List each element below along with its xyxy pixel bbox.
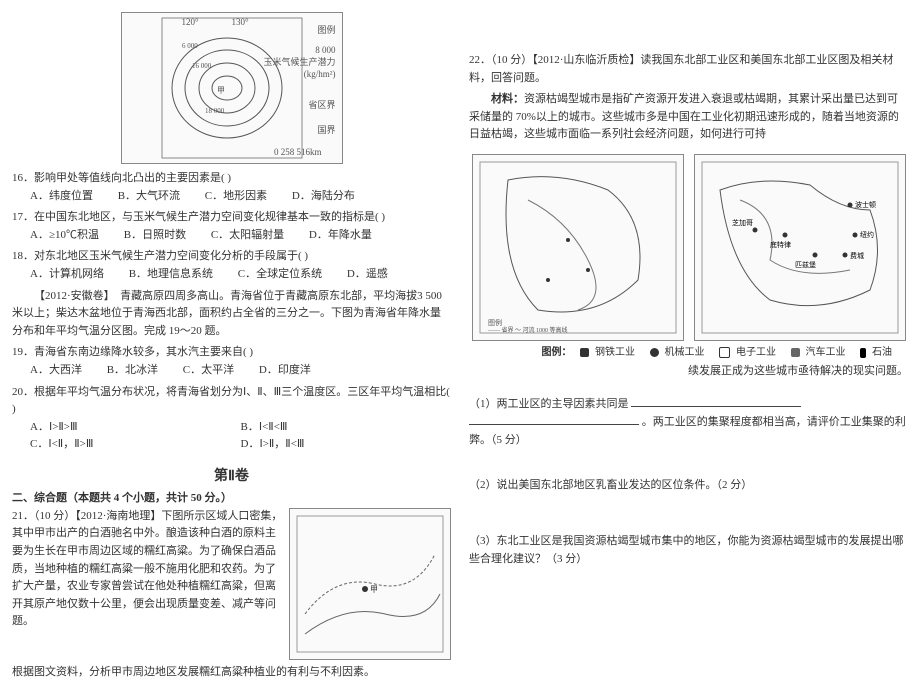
- q16-options: A．纬度位置 B．大气环流 C．地形因素 D．海陆分布: [30, 188, 451, 206]
- sorghum-svg: 甲: [295, 514, 445, 654]
- question-22-head: 22．（10 分）【2012·山东临沂质检】读我国东北部工业区和美国东北部工业区…: [469, 52, 908, 87]
- material-label: 材料：: [491, 93, 524, 105]
- q19-opt-a: A．大西洋: [30, 362, 82, 380]
- q17-opt-a: A．≥10℃积温: [30, 227, 99, 245]
- figure-us-northeast: 波士顿 纽约 芝加哥 底特律 匹兹堡 费城: [694, 154, 906, 341]
- question-20: 20．根据年平均气温分布状况，将青海省划分为Ⅰ、Ⅱ、Ⅲ三个温度区。三区年平均气温…: [12, 384, 451, 454]
- svg-text:纽约: 纽约: [860, 230, 874, 239]
- question-19: 19．青海省东南边缘降水较多，其水汽主要来自( ) A．大西洋 B．北冰洋 C．…: [12, 344, 451, 379]
- svg-text:—— 省界 ～ 河流 1000 等高线: —— 省界 ～ 河流 1000 等高线: [487, 326, 568, 334]
- svg-text:18 000: 18 000: [205, 107, 225, 115]
- map-pair: 图例 —— 省界 ～ 河流 1000 等高线 波士顿 纽约 芝加哥 底特律 匹兹…: [469, 154, 908, 341]
- answer-blank-1[interactable]: [631, 395, 801, 407]
- q17-opt-c: C．太阳辐射量: [211, 227, 284, 245]
- q19-text: 19．青海省东南边缘降水较多，其水汽主要来自( ): [12, 344, 451, 362]
- legend-title: 图例：: [542, 347, 572, 358]
- svg-text:费城: 费城: [850, 251, 864, 260]
- q17-opt-d: D．年降水量: [309, 227, 372, 245]
- q17-options: A．≥10℃积温 B．日照时数 C．太阳辐射量 D．年降水量: [30, 227, 451, 245]
- q17-opt-b: B．日照时数: [124, 227, 186, 245]
- legend-oil: 石油: [860, 347, 898, 358]
- q20-options: A．Ⅰ>Ⅱ>Ⅲ B．Ⅰ<Ⅱ<Ⅲ C．Ⅰ<Ⅱ，Ⅱ>Ⅲ D．Ⅰ>Ⅱ，Ⅱ<Ⅲ: [30, 419, 451, 454]
- svg-text:底特律: 底特律: [770, 240, 791, 249]
- q18-options: A．计算机网络 B．地理信息系统 C．全球定位系统 D．遥感: [30, 266, 451, 284]
- material-text: 资源枯竭型城市是指矿产资源开发进入衰退或枯竭期，其累计采出量已达到可采储量的 7…: [469, 93, 899, 140]
- figure-sorghum-region: 甲: [289, 508, 451, 660]
- svg-text:甲: 甲: [217, 86, 225, 95]
- machinery-icon: [650, 348, 659, 357]
- q16-opt-d: D．海陆分布: [292, 188, 355, 206]
- right-column: 22．（10 分）【2012·山东临沂质检】读我国东北部工业区和美国东北部工业区…: [469, 12, 908, 638]
- q18-opt-d: D．遥感: [347, 266, 388, 284]
- spacer: [469, 453, 908, 477]
- q16-opt-a: A．纬度位置: [30, 188, 93, 206]
- us-ne-svg: 波士顿 纽约 芝加哥 底特律 匹兹堡 费城: [700, 160, 900, 335]
- q20-opt-a: A．Ⅰ>Ⅱ>Ⅲ: [30, 419, 241, 437]
- oil-icon: [860, 348, 866, 358]
- part-2-subtitle: 二、综合题（本题共 4 个小题，共计 50 分。）: [12, 490, 451, 508]
- left-column: 120° 130° 图例 8 000 玉米气候生产潜力 (kg/hm²) 省区界…: [12, 12, 451, 638]
- question-18: 18．对东北地区玉米气候生产潜力空间变化分析的手段属于( ) A．计算机网络 B…: [12, 248, 451, 283]
- sub1-text: （1）两工业区的主导因素共同是: [469, 398, 629, 410]
- question-16: 16．影响甲处等值线向北凸出的主要因素是( ) A．纬度位置 B．大气环流 C．…: [12, 170, 451, 205]
- material-continuation: 续发展正成为这些城市亟待解决的现实问题。: [469, 363, 908, 381]
- auto-icon: [791, 348, 800, 357]
- q16-text: 16．影响甲处等值线向北凸出的主要因素是( ): [12, 170, 451, 188]
- electronics-icon: [719, 347, 730, 358]
- q20-opt-d: D．Ⅰ>Ⅱ，Ⅱ<Ⅲ: [241, 436, 452, 454]
- material-paragraph: 材料：资源枯竭型城市是指矿产资源开发进入衰退或枯竭期，其累计采出量已达到可采储量…: [469, 91, 908, 144]
- q16-opt-c: C．地形因素: [205, 188, 267, 206]
- contour-svg: 甲 16 000 18 000 6 000: [157, 13, 307, 163]
- passage-qinghai: 【2012·安徽卷】 青藏高原四周多高山。青海省位于青藏高原东北部，平均海拔3 …: [12, 288, 451, 341]
- svg-text:甲: 甲: [370, 585, 378, 594]
- q18-opt-b: B．地理信息系统: [129, 266, 213, 284]
- question-17: 17．在中国东北地区，与玉米气候生产潜力空间变化规律基本一致的指标是( ) A．…: [12, 209, 451, 244]
- figure-china-northeast: 图例 —— 省界 ～ 河流 1000 等高线: [472, 154, 684, 341]
- q20-opt-b: B．Ⅰ<Ⅱ<Ⅲ: [241, 419, 452, 437]
- spacer: [469, 381, 908, 395]
- q18-opt-c: C．全球定位系统: [238, 266, 322, 284]
- legend-machinery: 机械工业: [650, 347, 711, 358]
- q20-text: 20．根据年平均气温分布状况，将青海省划分为Ⅰ、Ⅱ、Ⅲ三个温度区。三区年平均气温…: [12, 384, 451, 419]
- steel-icon: [580, 348, 589, 357]
- legend-auto: 汽车工业: [791, 347, 852, 358]
- q20-opt-c: C．Ⅰ<Ⅱ，Ⅱ>Ⅲ: [30, 436, 241, 454]
- svg-text:图例: 图例: [488, 318, 502, 327]
- legend-electronics: 电子工业: [719, 347, 782, 358]
- q19-opt-d: D．印度洋: [259, 362, 311, 380]
- q17-text: 17．在中国东北地区，与玉米气候生产潜力空间变化规律基本一致的指标是( ): [12, 209, 451, 227]
- q18-opt-a: A．计算机网络: [30, 266, 104, 284]
- cn-ne-svg: 图例 —— 省界 ～ 河流 1000 等高线: [478, 160, 678, 335]
- question-22-sub1: （1）两工业区的主导因素共同是 。两工业区的集聚程度都相当高，请评价工业集聚的利…: [469, 395, 908, 450]
- spacer: [469, 12, 908, 52]
- q18-text: 18．对东北地区玉米气候生产潜力空间变化分析的手段属于( ): [12, 248, 451, 266]
- svg-text:芝加哥: 芝加哥: [732, 218, 753, 227]
- industry-legend: 图例： 钢铁工业 机械工业 电子工业 汽车工业 石油: [469, 345, 908, 361]
- us-map-block: 波士顿 纽约 芝加哥 底特律 匹兹堡 费城: [694, 154, 906, 341]
- svg-text:6 000: 6 000: [182, 42, 198, 50]
- legend-steel: 钢铁工业: [580, 347, 641, 358]
- q21-task: 根据图文资料，分析甲市周边地区发展糯红高粱种植业的有利与不利因素。: [12, 664, 451, 681]
- svg-text:匹兹堡: 匹兹堡: [795, 260, 816, 269]
- part-2-title: 第Ⅱ卷: [12, 466, 451, 488]
- svg-text:波士顿: 波士顿: [855, 200, 876, 209]
- figure-corn-potential-map: 120° 130° 图例 8 000 玉米气候生产潜力 (kg/hm²) 省区界…: [121, 12, 343, 164]
- svg-text:16 000: 16 000: [192, 62, 212, 70]
- answer-blank-2[interactable]: [469, 413, 639, 425]
- spacer: [469, 499, 908, 533]
- q19-opt-c: C．太平洋: [183, 362, 234, 380]
- question-22-sub3: （3）东北工业区是我国资源枯竭型城市集中的地区，你能为资源枯竭型城市的发展提出哪…: [469, 533, 908, 568]
- q19-options: A．大西洋 B．北冰洋 C．太平洋 D．印度洋: [30, 362, 451, 380]
- q19-opt-b: B．北冰洋: [107, 362, 158, 380]
- question-21-block: 甲 21．（10 分）【2012·海南地理】下图所示区域人口密集，其中甲市出产的…: [12, 508, 451, 664]
- question-22-sub2: （2）说出美国东北部地区乳畜业发达的区位条件。（2 分）: [469, 477, 908, 495]
- q16-opt-b: B．大气环流: [118, 188, 180, 206]
